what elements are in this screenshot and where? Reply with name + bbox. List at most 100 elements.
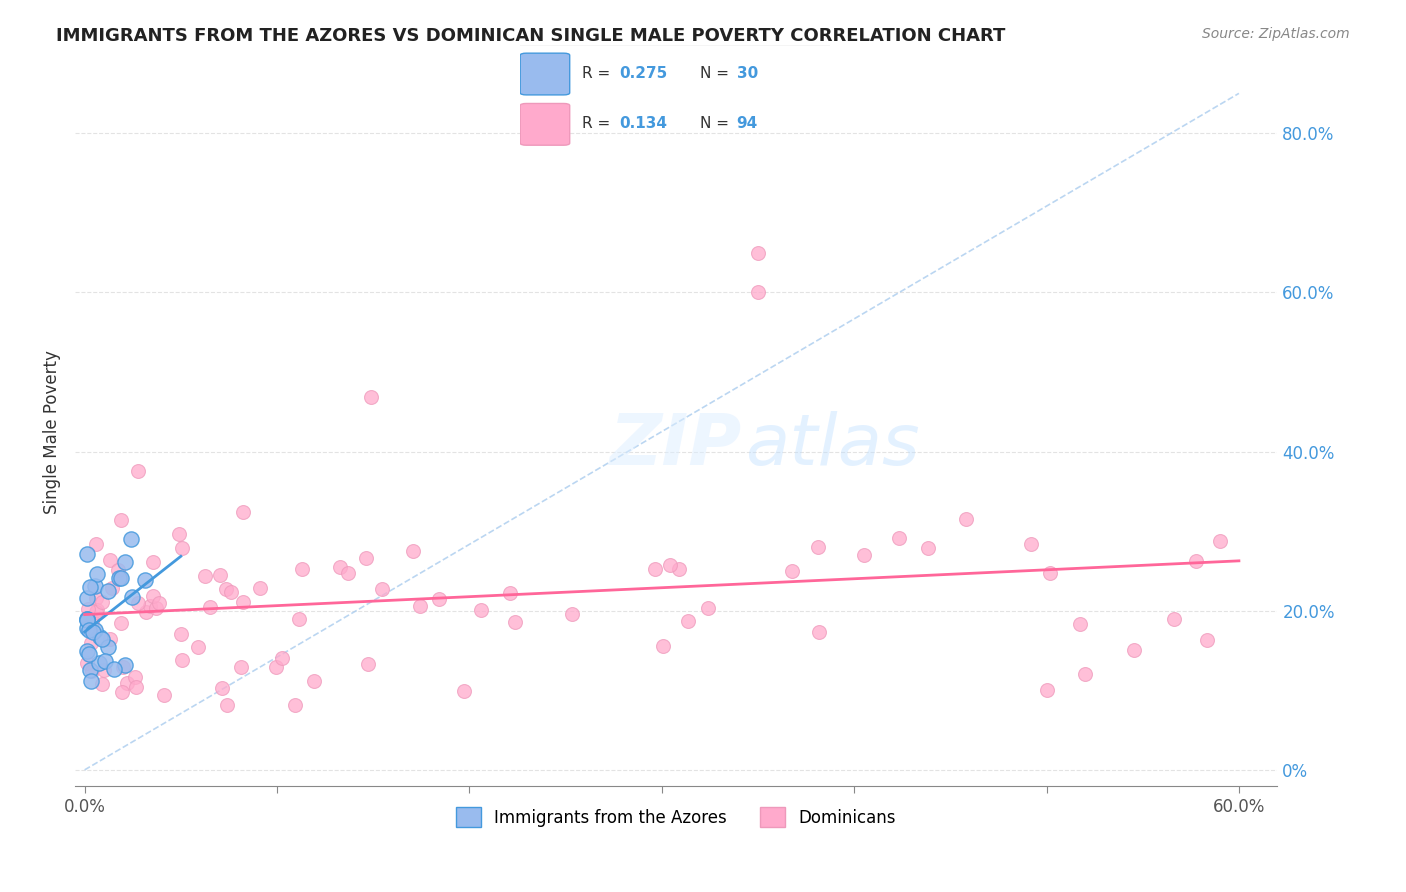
Legend: Immigrants from the Azores, Dominicans: Immigrants from the Azores, Dominicans — [450, 800, 903, 834]
Point — [77, 647, 100, 661]
Point — [76, 591, 98, 605]
Text: atlas: atlas — [745, 411, 920, 480]
Point — [82, 625, 104, 640]
Point — [87, 656, 110, 670]
Point — [561, 607, 583, 621]
Point — [357, 657, 380, 671]
Point — [94, 653, 117, 667]
Text: R =: R = — [582, 116, 616, 131]
Point — [503, 615, 526, 629]
Point — [153, 688, 176, 702]
Point — [90, 594, 112, 608]
Point — [77, 623, 100, 637]
Point — [107, 563, 129, 577]
Point — [86, 567, 108, 582]
Point — [360, 390, 382, 404]
Text: N =: N = — [700, 66, 734, 81]
Point — [82, 664, 104, 678]
Point — [329, 560, 352, 574]
Point — [124, 670, 146, 684]
Point — [127, 597, 149, 611]
Point — [264, 660, 287, 674]
Point — [84, 578, 107, 592]
Text: 94: 94 — [737, 116, 758, 131]
Point — [110, 571, 132, 585]
Point — [110, 571, 132, 585]
Point — [283, 698, 305, 712]
Point — [409, 599, 432, 613]
Point — [200, 599, 222, 614]
Point — [668, 562, 690, 576]
Point — [86, 591, 108, 606]
Point — [79, 580, 101, 594]
Point — [110, 513, 132, 527]
Point — [249, 581, 271, 595]
Point — [780, 564, 803, 578]
Point — [402, 543, 425, 558]
Point — [76, 612, 98, 626]
Point — [90, 632, 112, 646]
Point — [112, 660, 135, 674]
Text: N =: N = — [700, 116, 734, 131]
Point — [955, 512, 977, 526]
Point — [127, 464, 149, 478]
Point — [84, 623, 107, 637]
Point — [121, 590, 143, 604]
Point — [696, 601, 718, 615]
Text: 0.275: 0.275 — [619, 66, 668, 81]
Point — [232, 505, 254, 519]
Point — [215, 698, 238, 712]
Point — [453, 684, 475, 698]
Point — [135, 605, 157, 619]
Point — [80, 636, 103, 650]
Point — [76, 621, 98, 635]
Point — [97, 640, 120, 654]
Point — [658, 558, 681, 573]
FancyBboxPatch shape — [520, 54, 569, 95]
Text: Source: ZipAtlas.com: Source: ZipAtlas.com — [1202, 27, 1350, 41]
Point — [1195, 632, 1218, 647]
Point — [97, 583, 120, 598]
Point — [76, 644, 98, 658]
Point — [499, 585, 522, 599]
Point — [337, 566, 360, 580]
Point — [111, 685, 134, 699]
Text: ZIP: ZIP — [610, 411, 742, 480]
Point — [108, 571, 131, 585]
Point — [747, 245, 769, 260]
Point — [80, 614, 103, 628]
Point — [221, 584, 243, 599]
Point — [215, 582, 238, 597]
Point — [1019, 537, 1042, 551]
Text: R =: R = — [582, 66, 616, 81]
Point — [172, 541, 194, 555]
Point — [76, 657, 98, 671]
Point — [211, 681, 233, 695]
Point — [120, 533, 142, 547]
Point — [1074, 667, 1097, 681]
Point — [98, 552, 121, 566]
Point — [76, 613, 98, 627]
Point — [84, 605, 107, 619]
Point — [187, 640, 209, 654]
Point — [86, 603, 108, 617]
Point — [142, 555, 165, 569]
Point — [1122, 643, 1144, 657]
Point — [91, 677, 114, 691]
Point — [470, 603, 492, 617]
Point — [209, 568, 232, 582]
Point — [93, 663, 115, 677]
Point — [852, 548, 875, 562]
Point — [103, 661, 125, 675]
Point — [167, 527, 190, 541]
Point — [427, 592, 450, 607]
Point — [231, 660, 253, 674]
Point — [644, 562, 666, 576]
Point — [145, 601, 167, 615]
Point — [80, 674, 103, 689]
Point — [79, 663, 101, 677]
Point — [1163, 612, 1185, 626]
Point — [356, 551, 378, 566]
Point — [114, 555, 136, 569]
Point — [114, 657, 136, 672]
